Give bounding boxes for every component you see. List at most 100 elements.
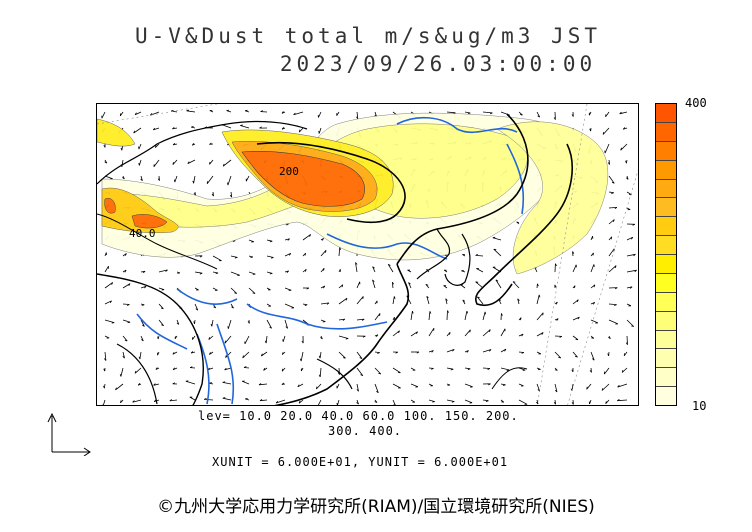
wind-vector <box>620 143 628 151</box>
wind-vector <box>428 327 435 337</box>
wind-vector <box>338 367 340 375</box>
wind-vector <box>318 111 322 118</box>
colorbar-segment <box>656 387 676 405</box>
wind-vector-head <box>484 311 487 315</box>
wind-vector <box>518 399 528 405</box>
wind-vector-head <box>467 112 471 115</box>
wind-vector-head <box>574 285 576 289</box>
wind-vector <box>104 351 107 361</box>
wind-vector-head <box>263 367 266 371</box>
wind-vector <box>266 271 273 274</box>
wind-vector-head <box>541 332 544 335</box>
wind-vector <box>446 367 454 370</box>
wind-vector-head <box>391 281 395 285</box>
wind-vector-head <box>141 339 144 342</box>
wind-vector-head <box>426 296 429 299</box>
wind-vector <box>446 111 456 114</box>
wind-vector-head <box>245 398 248 400</box>
wind-vector-head <box>132 400 135 403</box>
wind-vector-head <box>554 284 557 288</box>
wind-vector <box>554 351 562 359</box>
wind-vector-head <box>452 349 455 352</box>
wind-vector-head <box>293 112 296 116</box>
wind-vector <box>626 269 637 273</box>
wind-vector-head <box>264 340 267 344</box>
wind-vector <box>284 303 295 309</box>
wind-vector <box>619 111 628 115</box>
wind-vector-head <box>186 109 190 112</box>
wind-vector-head <box>611 181 615 184</box>
wind-vector <box>464 310 468 321</box>
wind-vector <box>626 236 633 241</box>
wind-vector-head <box>208 337 210 340</box>
wind-vector-head <box>425 284 429 286</box>
wind-vector <box>608 303 617 305</box>
wind-vector-head <box>589 128 592 132</box>
wind-vector-head <box>469 329 471 333</box>
wind-vector-head <box>193 193 196 196</box>
wind-vector-head <box>592 302 596 305</box>
wind-vector-head <box>614 304 617 306</box>
wind-vector-head <box>621 369 624 373</box>
wind-vector-head <box>362 296 364 299</box>
wind-vector-head <box>431 368 434 370</box>
wind-vector <box>572 351 578 358</box>
wind-vector <box>187 159 196 164</box>
wind-vector <box>500 367 510 371</box>
wind-vector <box>536 111 541 118</box>
wind-vector <box>392 367 401 374</box>
wind-vector <box>300 351 304 362</box>
wind-vector <box>122 283 131 289</box>
wind-vector-head <box>625 342 628 345</box>
wind-vector <box>104 282 113 289</box>
wind-vector-head <box>161 289 165 291</box>
wind-vector-head <box>450 368 454 371</box>
wind-vector-head <box>574 355 578 358</box>
wind-vector-head <box>432 401 435 403</box>
wind-vector <box>120 367 124 377</box>
wind-vector <box>225 351 232 358</box>
wind-vector <box>242 351 250 359</box>
wind-vector-head <box>209 142 212 145</box>
wind-vector-head <box>189 366 193 368</box>
wind-vector <box>355 262 358 273</box>
wind-vector-head <box>172 126 175 130</box>
wind-vector <box>317 399 322 405</box>
wind-vector <box>230 271 240 276</box>
wind-vector-head <box>142 270 146 274</box>
wind-vector-head <box>521 352 525 354</box>
wind-vector-head <box>306 287 310 290</box>
wind-vector <box>590 319 599 324</box>
wind-vector <box>261 351 268 357</box>
wind-vector <box>337 399 340 405</box>
wind-vector <box>626 319 634 327</box>
wind-vector <box>153 159 160 168</box>
wind-vector-head <box>301 340 304 344</box>
colorbar-segment <box>656 273 676 293</box>
wind-vector-head <box>537 115 540 118</box>
wind-vector <box>603 367 610 375</box>
wind-vector <box>208 335 214 340</box>
wind-vector-head <box>243 366 247 368</box>
wind-vector <box>172 159 178 165</box>
wind-vector <box>122 351 125 359</box>
wind-vector-head <box>395 351 398 354</box>
wind-vector <box>374 383 379 393</box>
wind-vector <box>227 175 232 186</box>
wind-vector-head <box>172 162 174 165</box>
wind-vector-head <box>153 383 156 386</box>
wind-vector-head <box>134 370 137 374</box>
wind-vector <box>338 247 341 257</box>
wind-vector-head <box>247 321 250 324</box>
wind-vector <box>153 127 160 131</box>
wind-vector-head <box>286 223 289 226</box>
wind-vector-head <box>191 143 195 146</box>
contour-levels-line1: lev= 10.0 20.0 40.0 60.0 100. 150. 200. <box>198 409 519 423</box>
wind-vector <box>158 319 164 326</box>
wind-vector-head <box>234 257 238 259</box>
wind-vector-head <box>282 339 284 342</box>
wind-vector-head <box>577 316 580 320</box>
wind-vector <box>153 383 160 386</box>
wind-vector-head <box>504 348 507 352</box>
dust-concentration-shading <box>97 112 609 275</box>
